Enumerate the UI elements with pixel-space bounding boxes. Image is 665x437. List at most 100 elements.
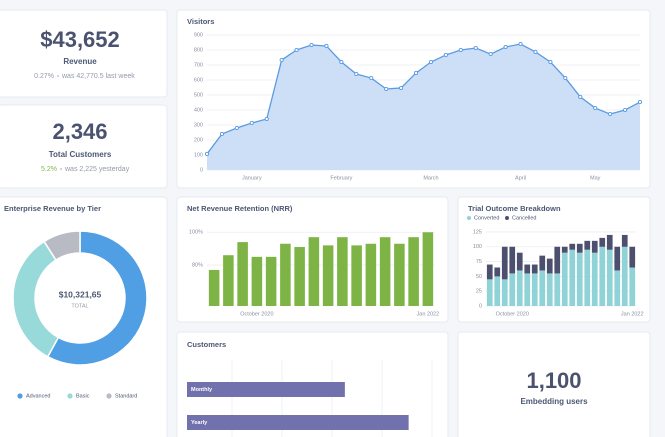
- bar-segment: [614, 270, 621, 306]
- y-tick-label: 100: [473, 244, 482, 250]
- point: [593, 106, 598, 111]
- point: [428, 59, 434, 65]
- bar-segment: [576, 252, 583, 306]
- point: [354, 71, 359, 77]
- y-tick-label: 300: [194, 122, 203, 128]
- kpi-value: 2,346: [52, 119, 107, 144]
- point: [294, 47, 299, 53]
- bar-segment: [509, 246, 516, 274]
- bar-segment: [629, 246, 636, 268]
- bar-label: Yearly: [191, 420, 208, 426]
- donut-slice: [46, 230, 148, 366]
- customers-kpi-card: [0, 104, 168, 189]
- bar-segment: [621, 246, 628, 306]
- kpi-label: Total Customers: [49, 150, 112, 159]
- bar-segment: [494, 267, 501, 277]
- bar-segment: [494, 276, 501, 306]
- bar-segment: [569, 243, 576, 250]
- legend-swatch: [67, 393, 73, 399]
- y-tick-label: 0: [200, 167, 203, 173]
- chart-title: Trial Outcome Breakdown: [468, 204, 561, 213]
- bar-segment: [561, 252, 568, 306]
- bar-segment: [576, 243, 583, 253]
- point: [533, 49, 538, 55]
- line: [206, 43, 641, 155]
- legend-label: Basic: [76, 393, 90, 399]
- point: [563, 76, 568, 81]
- bar: [251, 256, 263, 306]
- bar-segment: [606, 249, 613, 306]
- point: [384, 86, 389, 92]
- bar-segment: [606, 234, 613, 250]
- bar-segment: [554, 246, 561, 274]
- bar-segment: [591, 240, 598, 253]
- point: [399, 85, 404, 90]
- bar: [294, 247, 305, 306]
- bar: [351, 245, 362, 306]
- bar: [408, 237, 419, 306]
- point: [637, 100, 643, 105]
- bar-segment: [599, 237, 606, 247]
- y-tick-label: 200: [194, 137, 203, 143]
- x-tick-label: October 2020: [240, 311, 273, 317]
- point: [488, 52, 493, 57]
- legend-swatch: [505, 216, 509, 220]
- kpi-label: Revenue: [63, 57, 97, 66]
- point: [608, 112, 613, 117]
- x-tick-label: Jan 2022: [621, 311, 644, 317]
- x-tick-label: Jan 2022: [417, 311, 440, 317]
- bar-segment: [531, 264, 538, 274]
- donut-slice: [43, 230, 81, 262]
- y-tick-label: 125: [473, 229, 482, 235]
- bar: [280, 243, 291, 306]
- bar: [422, 232, 434, 306]
- y-tick-label: 100%: [189, 230, 203, 236]
- bar: [187, 415, 409, 430]
- separator: [57, 75, 59, 77]
- y-tick-label: 400: [194, 107, 203, 113]
- legend-swatch: [17, 393, 23, 399]
- kpi-compare: was 2,225 yesterday: [64, 166, 130, 173]
- bar-segment: [509, 273, 516, 306]
- bar: [187, 382, 345, 397]
- bar-segment: [546, 273, 553, 306]
- x-tick-label: February: [330, 175, 352, 181]
- y-tick-label: 600: [194, 77, 203, 83]
- legend-label: Standard: [115, 393, 137, 399]
- point: [339, 59, 344, 65]
- point: [204, 151, 210, 156]
- point: [264, 116, 269, 122]
- bar-segment: [486, 279, 493, 306]
- y-tick-label: 800: [194, 47, 203, 53]
- bar: [223, 255, 234, 306]
- point: [279, 58, 284, 63]
- legend-swatch: [467, 216, 471, 220]
- bar-segment: [614, 246, 621, 271]
- y-tick-label: 900: [194, 32, 203, 38]
- y-tick-label: 500: [194, 92, 203, 98]
- bar-label: Monthly: [191, 387, 213, 393]
- point: [324, 43, 329, 49]
- kpi-change: 5.2%: [41, 166, 57, 173]
- bar-segment: [621, 234, 628, 247]
- point: [219, 131, 224, 137]
- kpi-value: $43,652: [40, 27, 120, 52]
- separator: [60, 168, 62, 170]
- y-tick-label: 75: [476, 259, 482, 265]
- y-tick-label: 0: [479, 303, 482, 309]
- kpi-value: 1,100: [526, 368, 581, 393]
- x-tick-label: October 2020: [496, 311, 529, 317]
- bar-segment: [546, 258, 553, 274]
- x-tick-label: March: [423, 175, 438, 181]
- y-tick-label: 700: [194, 62, 203, 68]
- embedding-card: [457, 331, 651, 437]
- bar-segment: [554, 273, 561, 306]
- bar-segment: [524, 273, 531, 306]
- bar-segment: [629, 267, 636, 306]
- kpi-change: 0.27%: [34, 73, 54, 80]
- y-tick-label: 25: [476, 289, 482, 295]
- bar-segment: [584, 249, 591, 306]
- bar-segment: [501, 279, 508, 306]
- bar: [337, 237, 348, 306]
- point: [623, 107, 628, 113]
